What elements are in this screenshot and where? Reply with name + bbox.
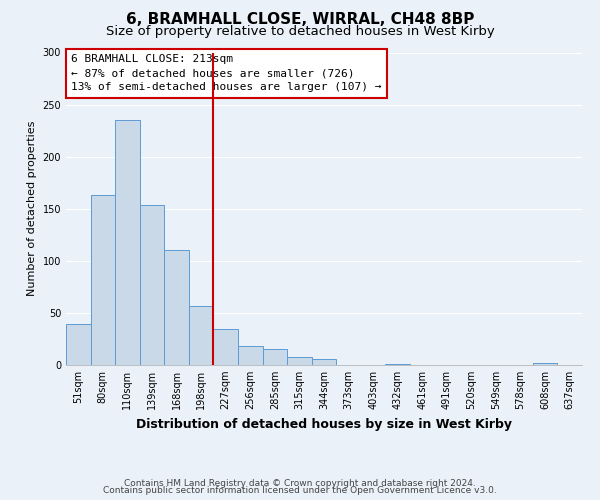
Bar [189, 306, 214, 365]
Bar [164, 250, 189, 365]
Y-axis label: Number of detached properties: Number of detached properties [27, 121, 37, 296]
Bar [91, 195, 115, 365]
Bar [238, 346, 263, 365]
Bar [385, 364, 410, 365]
Bar [263, 350, 287, 365]
Text: Contains HM Land Registry data © Crown copyright and database right 2024.: Contains HM Land Registry data © Crown c… [124, 478, 476, 488]
Text: 6 BRAMHALL CLOSE: 213sqm
← 87% of detached houses are smaller (726)
13% of semi-: 6 BRAMHALL CLOSE: 213sqm ← 87% of detach… [71, 54, 382, 92]
Bar [287, 356, 312, 365]
Bar [140, 204, 164, 365]
X-axis label: Distribution of detached houses by size in West Kirby: Distribution of detached houses by size … [136, 418, 512, 430]
Text: 6, BRAMHALL CLOSE, WIRRAL, CH48 8BP: 6, BRAMHALL CLOSE, WIRRAL, CH48 8BP [126, 12, 474, 28]
Bar [214, 328, 238, 365]
Bar [312, 359, 336, 365]
Bar [115, 120, 140, 365]
Bar [66, 324, 91, 365]
Text: Contains public sector information licensed under the Open Government Licence v3: Contains public sector information licen… [103, 486, 497, 495]
Bar [533, 363, 557, 365]
Text: Size of property relative to detached houses in West Kirby: Size of property relative to detached ho… [106, 25, 494, 38]
